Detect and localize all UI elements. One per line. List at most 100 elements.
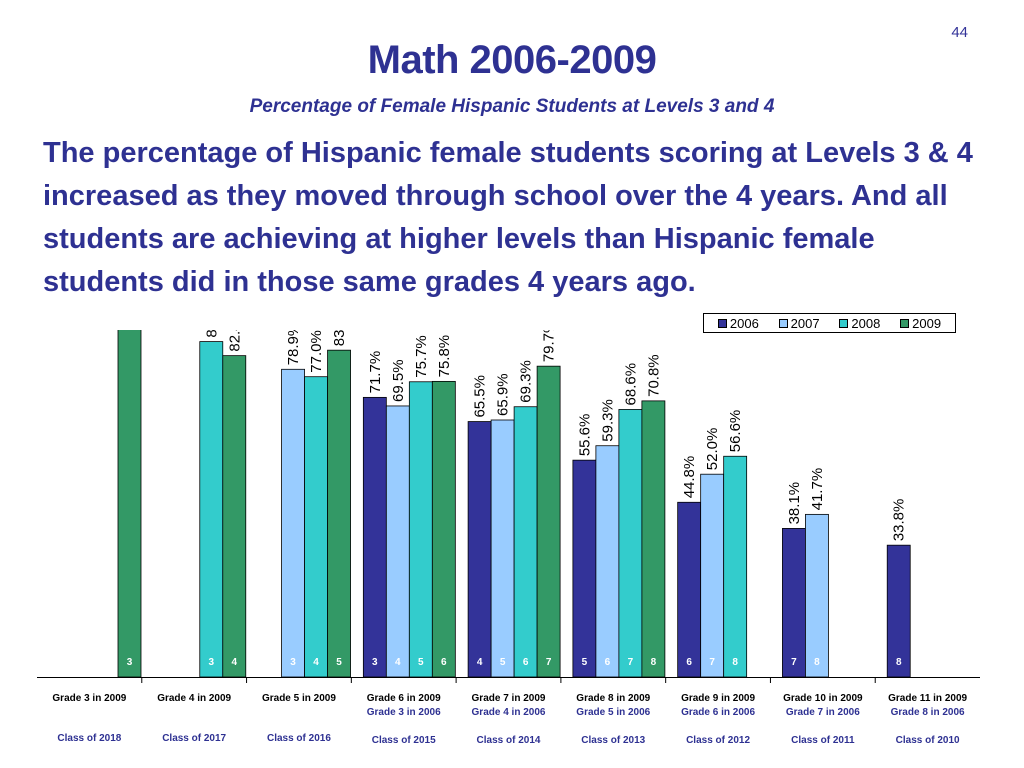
bar-2009 bbox=[431, 380, 456, 678]
data-label: 59.3% bbox=[599, 399, 616, 442]
category-sublabel: Grade 7 in 2006 bbox=[786, 707, 860, 718]
legend-item-2009: 2009 bbox=[900, 316, 941, 331]
data-label: 52.0% bbox=[704, 428, 721, 471]
page-title: Math 2006-2009 bbox=[367, 38, 657, 82]
category-sublabel: Grade 3 in 2006 bbox=[367, 707, 441, 718]
bar-2006 bbox=[886, 544, 911, 678]
grade-label: 3 bbox=[208, 657, 214, 668]
data-label: 82.4% bbox=[226, 330, 243, 352]
category-sublabel: Grade 8 in 2006 bbox=[891, 707, 965, 718]
grade-label: 4 bbox=[231, 657, 237, 668]
legend-swatch-2009 bbox=[900, 318, 910, 328]
legend-label-2006: 2006 bbox=[729, 315, 759, 331]
bar-2007 bbox=[490, 419, 515, 678]
grade-label: 7 bbox=[791, 657, 797, 668]
class-label: Class of 2013 bbox=[581, 735, 645, 746]
grade-label: 5 bbox=[500, 657, 506, 668]
grade-label: 6 bbox=[523, 657, 529, 668]
bar-2008 bbox=[408, 381, 433, 678]
legend-label-2008: 2008 bbox=[851, 315, 881, 331]
grade-label: 6 bbox=[605, 657, 611, 668]
data-label: 44.8% bbox=[681, 456, 698, 499]
data-label: 75.8% bbox=[436, 335, 453, 378]
grade-label: 6 bbox=[441, 657, 447, 668]
bar-2007 bbox=[805, 513, 829, 678]
grade-label: 4 bbox=[395, 657, 401, 668]
data-label: 56.6% bbox=[727, 410, 744, 453]
data-label: 78.9% bbox=[285, 330, 302, 365]
data-label: 79.7% bbox=[541, 330, 558, 362]
data-label: 83.8% bbox=[331, 330, 348, 346]
bar-2008 bbox=[513, 406, 538, 678]
grade-label: 7 bbox=[709, 657, 715, 668]
bar-2009 bbox=[327, 349, 351, 678]
legend-swatch-2008 bbox=[839, 318, 849, 328]
data-label: 33.8% bbox=[891, 499, 908, 542]
data-label: 65.5% bbox=[472, 375, 489, 418]
bar-2009 bbox=[536, 365, 561, 678]
data-label: 86.0% bbox=[203, 330, 220, 338]
category-sublabel: Grade 5 in 2006 bbox=[576, 707, 650, 718]
legend-swatch-2007 bbox=[778, 318, 788, 328]
data-label: 68.6% bbox=[622, 363, 639, 406]
chart-legend: 2006 2007 2008 2009 bbox=[703, 313, 956, 333]
legend-swatch-2006 bbox=[717, 318, 727, 328]
grade-label: 6 bbox=[686, 657, 692, 668]
class-label: Class of 2017 bbox=[162, 733, 226, 744]
bar-2009 bbox=[641, 400, 666, 678]
category-label: Grade 9 in 2009 bbox=[681, 693, 755, 704]
legend-label-2009: 2009 bbox=[912, 315, 942, 331]
bar-2009 bbox=[222, 355, 247, 678]
bar-2007 bbox=[595, 445, 620, 678]
grade-label: 3 bbox=[127, 657, 133, 668]
grade-label: 8 bbox=[732, 657, 738, 668]
data-label: 65.9% bbox=[495, 373, 512, 416]
grade-label: 3 bbox=[290, 657, 296, 668]
grade-label: 7 bbox=[628, 657, 634, 668]
grade-label: 7 bbox=[546, 657, 552, 668]
category-label: Grade 10 in 2009 bbox=[783, 693, 863, 704]
category-label: Grade 8 in 2009 bbox=[576, 693, 650, 704]
grade-label: 8 bbox=[651, 657, 657, 668]
data-label: 38.1% bbox=[786, 482, 803, 525]
category-label: Grade 3 in 2009 bbox=[52, 693, 126, 704]
bar-2006 bbox=[572, 459, 597, 678]
category-sublabel: Grade 6 in 2006 bbox=[681, 707, 755, 718]
data-label: 69.5% bbox=[390, 359, 407, 402]
bar-2006 bbox=[677, 501, 702, 678]
grade-label: 4 bbox=[313, 657, 319, 668]
slide-number: 44 bbox=[951, 24, 968, 41]
grade-label: 5 bbox=[418, 657, 424, 668]
legend-item-2006: 2006 bbox=[717, 315, 759, 331]
data-label: 70.8% bbox=[645, 354, 662, 397]
class-label: Class of 2010 bbox=[896, 735, 960, 746]
class-label: Class of 2018 bbox=[57, 733, 121, 744]
bar-2008 bbox=[304, 376, 328, 678]
grade-label: 8 bbox=[814, 657, 820, 668]
data-label: 41.7% bbox=[809, 468, 826, 511]
bar-2006 bbox=[782, 528, 806, 678]
data-label: 69.3% bbox=[518, 360, 535, 403]
category-label: Grade 7 in 2009 bbox=[472, 693, 546, 704]
grade-label: 3 bbox=[372, 657, 378, 668]
grade-label: 4 bbox=[477, 657, 483, 668]
bar-2008 bbox=[618, 409, 643, 678]
grade-label: 5 bbox=[582, 657, 588, 668]
grade-label: 5 bbox=[336, 657, 342, 668]
bar-2008 bbox=[723, 455, 748, 678]
class-label: Class of 2012 bbox=[686, 735, 750, 746]
bar-2008 bbox=[199, 341, 224, 678]
grade-label: 8 bbox=[896, 657, 902, 668]
bar-2009 bbox=[117, 330, 142, 678]
legend-label-2007: 2007 bbox=[790, 315, 820, 331]
bar-2007 bbox=[700, 473, 725, 678]
category-sublabel: Grade 4 in 2006 bbox=[472, 707, 546, 718]
class-label: Class of 2016 bbox=[267, 733, 331, 744]
category-label: Grade 4 in 2009 bbox=[157, 693, 231, 704]
legend-item-2008: 2008 bbox=[839, 316, 880, 331]
page-subtitle: Percentage of Female Hispanic Students a… bbox=[249, 96, 775, 117]
data-label: 71.7% bbox=[367, 351, 384, 394]
class-label: Class of 2014 bbox=[477, 735, 541, 746]
data-label: 75.7% bbox=[413, 335, 430, 378]
